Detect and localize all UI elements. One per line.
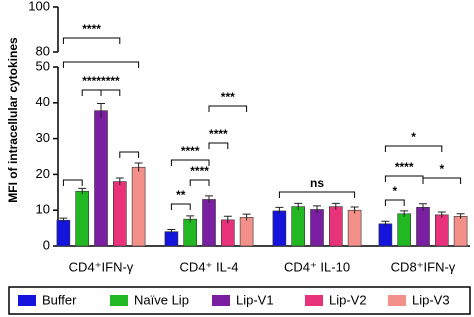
- sig-label: ****: [209, 127, 228, 141]
- sig-bracket: [208, 142, 229, 149]
- bar: [113, 181, 127, 247]
- error-bar: [456, 213, 465, 219]
- sig-bracket: [62, 61, 140, 68]
- y-tick-label: 20: [36, 166, 50, 181]
- sig-bracket: [384, 145, 443, 152]
- sig-label: **: [176, 188, 186, 202]
- error-bar: [400, 210, 409, 217]
- sig-label: ****: [101, 74, 120, 88]
- legend-box: [8, 286, 471, 315]
- legend-label: Naïve Lip: [134, 292, 189, 307]
- sig-bracket: [100, 89, 121, 96]
- legend-label: Lip-V3: [412, 292, 450, 307]
- sig-label: *: [439, 162, 444, 176]
- sig-label: ****: [395, 160, 414, 174]
- sig-bracket: [81, 89, 102, 96]
- sig-label: ****: [82, 22, 101, 36]
- y-axis-label: MFI of intracellular cytokines: [6, 37, 20, 203]
- error-bar: [78, 187, 87, 195]
- error-bar: [331, 202, 340, 210]
- x-tick-label: CD4⁺IFN-γ: [69, 259, 134, 274]
- sig-label: ***: [221, 90, 235, 104]
- bar: [272, 210, 287, 247]
- bar: [75, 190, 89, 247]
- error-bar: [242, 213, 251, 221]
- bar: [291, 206, 306, 247]
- sig-label: *: [392, 184, 397, 198]
- x-tick-label: CD4⁺ IL-10: [284, 259, 350, 274]
- bar: [310, 209, 324, 247]
- y-tick-label: 40: [36, 94, 50, 109]
- y-tick-label: 80: [36, 43, 50, 58]
- sig-bracket: [208, 105, 248, 112]
- bar: [202, 199, 216, 247]
- bar: [434, 214, 449, 247]
- bar: [378, 223, 393, 247]
- error-bar: [167, 229, 176, 234]
- legend-swatch: [212, 295, 230, 306]
- bar: [56, 219, 71, 247]
- error-bar: [223, 215, 232, 224]
- legend-label: Lip-V2: [329, 292, 367, 307]
- error-bar: [381, 220, 390, 227]
- y-tick-label: 100: [28, 0, 50, 13]
- bar: [347, 209, 362, 247]
- sig-bracket: [384, 175, 424, 182]
- error-bar: [97, 103, 105, 118]
- bar: [131, 166, 146, 247]
- error-bar: [186, 215, 195, 223]
- legend-swatch: [388, 295, 406, 306]
- bar: [328, 206, 343, 247]
- error-bar: [313, 205, 321, 214]
- sig-bracket: [170, 203, 191, 210]
- error-bar: [350, 206, 359, 214]
- y-tick-label: 30: [36, 130, 50, 145]
- bar: [453, 215, 468, 247]
- sig-bracket: [62, 179, 83, 186]
- y-tick-label: 10: [36, 202, 50, 217]
- sig-bracket: [119, 151, 140, 158]
- sig-label: ns: [310, 176, 324, 190]
- y-tick-label: 0: [43, 237, 50, 252]
- error-bar: [294, 202, 303, 210]
- error-bar: [205, 195, 213, 204]
- x-tick-label: CD8⁺IFN-γ: [391, 259, 456, 274]
- bar: [94, 110, 108, 247]
- legend-swatch: [305, 295, 323, 306]
- y-tick-label: 50: [36, 58, 50, 73]
- error-bar: [134, 162, 143, 172]
- sig-label: ****: [190, 164, 209, 178]
- sig-bracket: [422, 177, 462, 184]
- bar: [397, 213, 412, 247]
- sig-bracket: [278, 191, 356, 198]
- x-tick-label: CD4⁺ IL-4: [180, 259, 239, 274]
- sig-label: ****: [181, 144, 200, 158]
- error-bar: [437, 211, 446, 218]
- legend-label: Buffer: [42, 292, 77, 307]
- bar: [239, 217, 254, 247]
- sig-bracket: [189, 179, 210, 186]
- bar: [416, 207, 430, 247]
- error-bar: [275, 206, 284, 215]
- sig-label: *: [411, 130, 416, 144]
- legend-swatch: [110, 295, 128, 306]
- sig-bracket: [62, 37, 121, 44]
- error-bar: [115, 177, 124, 186]
- legend-swatch: [18, 295, 36, 306]
- error-bar: [59, 217, 68, 223]
- error-bar: [419, 203, 427, 211]
- bar: [221, 219, 235, 247]
- sig-label: ****: [82, 74, 101, 88]
- legend-label: Lip-V1: [236, 292, 274, 307]
- sig-bracket: [384, 199, 405, 206]
- sig-bracket: [170, 159, 210, 166]
- bar: [183, 218, 197, 247]
